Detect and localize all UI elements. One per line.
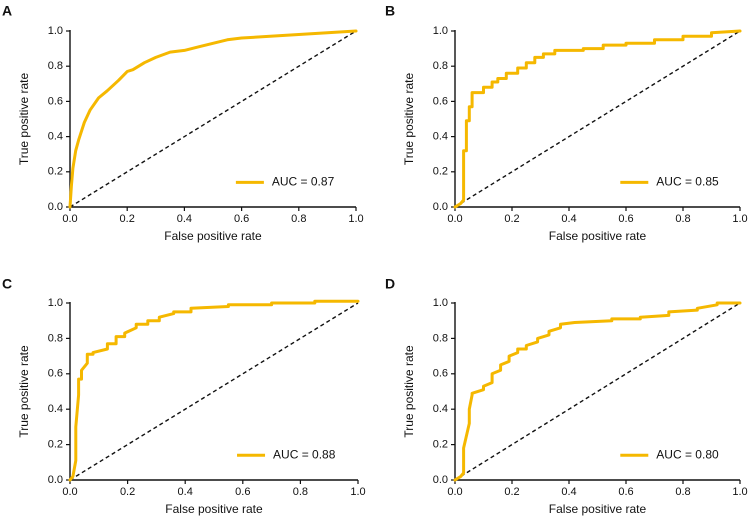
x-tick-label: 1.0	[732, 213, 747, 225]
y-tick-label: 0.6	[433, 368, 448, 380]
y-tick-label: 0.2	[433, 166, 448, 178]
x-tick-label: 0.2	[504, 213, 519, 225]
roc-curve-line	[453, 301, 742, 482]
y-tick-label: 0.0	[48, 474, 63, 486]
y-tick-label: 0.6	[48, 368, 63, 380]
legend-label: AUC = 0.85	[656, 175, 719, 189]
y-tick-label: 0.4	[433, 131, 448, 143]
x-tick-label: 0.4	[561, 213, 576, 225]
x-tick-label: 1.0	[350, 486, 365, 498]
y-tick-label: 0.4	[48, 131, 63, 143]
y-tick-label: 0.2	[433, 439, 448, 451]
roc-curve-line	[68, 29, 358, 209]
x-tick-label: 0.8	[675, 213, 690, 225]
roc-panel-b: B 0.0 0.2 0.4 0.6 0.8 1.0 0.0 0.2 0.4 0.6 0.8 1.0 Fal…	[385, 3, 748, 243]
y-axis-title: True positive rate	[17, 73, 31, 166]
roc-panel-c: C 0.0 0.2 0.4 0.6 0.8 1.0 0.0 0.2 0.4 0.6 0.8 1.0 Fal…	[2, 276, 366, 516]
y-tick-label: 0.4	[433, 403, 448, 415]
reference-diagonal-line	[69, 302, 359, 481]
x-tick-label: 0.2	[120, 213, 135, 225]
x-tick-label: 1.0	[732, 486, 747, 498]
x-tick-label: 0.0	[447, 486, 462, 498]
legend-label: AUC = 0.80	[656, 447, 719, 461]
y-tick-label: 0.8	[48, 332, 63, 344]
y-tick-label: 0.8	[48, 60, 63, 72]
y-tick-label: 0.0	[48, 201, 63, 213]
y-tick-label: 0.4	[48, 403, 63, 415]
y-tick-label: 0.2	[48, 166, 63, 178]
x-axis-title: False positive rate	[164, 229, 262, 243]
x-axis-title: False positive rate	[549, 502, 647, 516]
y-tick-label: 0.6	[48, 95, 63, 107]
x-tick-label: 0.2	[120, 486, 135, 498]
y-axis-title: True positive rate	[17, 345, 31, 438]
y-tick-label: 1.0	[48, 297, 63, 309]
panel-letter: A	[2, 3, 12, 19]
panel-letter: C	[2, 276, 12, 292]
x-tick-label: 0.8	[293, 486, 308, 498]
roc-panel-a: A 0.0 0.2 0.4 0.6 0.8 1.0 0.0 0.2 0.4 0.6 0.8 1.0 Fal…	[2, 3, 364, 243]
y-tick-label: 1.0	[48, 25, 63, 37]
x-tick-label: 0.8	[675, 486, 690, 498]
x-tick-label: 0.4	[178, 486, 193, 498]
x-axis-title: False positive rate	[165, 502, 263, 516]
y-tick-label: 0.2	[48, 439, 63, 451]
y-tick-label: 1.0	[433, 297, 448, 309]
roc-panel-d: D 0.0 0.2 0.4 0.6 0.8 1.0 0.0 0.2 0.4 0.6 0.8 1.0 Fal…	[385, 276, 748, 516]
x-tick-label: 0.0	[447, 213, 462, 225]
roc-curve-line	[68, 299, 360, 482]
x-tick-label: 0.8	[291, 213, 306, 225]
y-tick-label: 0.8	[433, 332, 448, 344]
x-tick-label: 0.4	[177, 213, 192, 225]
y-tick-label: 0.6	[433, 95, 448, 107]
y-tick-label: 1.0	[433, 25, 448, 37]
legend-label: AUC = 0.88	[273, 447, 336, 461]
x-tick-label: 0.6	[618, 486, 633, 498]
y-tick-label: 0.0	[433, 474, 448, 486]
y-axis-title: True positive rate	[402, 345, 416, 438]
x-axis-title: False positive rate	[549, 229, 647, 243]
x-tick-label: 0.0	[62, 213, 77, 225]
x-tick-label: 0.2	[504, 486, 519, 498]
x-tick-label: 0.0	[62, 486, 77, 498]
roc-curve-line	[453, 29, 742, 209]
panel-letter: D	[385, 276, 395, 292]
y-axis-title: True positive rate	[402, 73, 416, 166]
x-tick-label: 0.6	[234, 213, 249, 225]
panel-letter: B	[385, 3, 395, 19]
x-tick-label: 0.4	[561, 486, 576, 498]
x-tick-label: 1.0	[348, 213, 363, 225]
legend-label: AUC = 0.87	[272, 175, 335, 189]
y-tick-label: 0.0	[433, 201, 448, 213]
x-tick-label: 0.6	[618, 213, 633, 225]
y-tick-label: 0.8	[433, 60, 448, 72]
x-tick-label: 0.6	[235, 486, 250, 498]
